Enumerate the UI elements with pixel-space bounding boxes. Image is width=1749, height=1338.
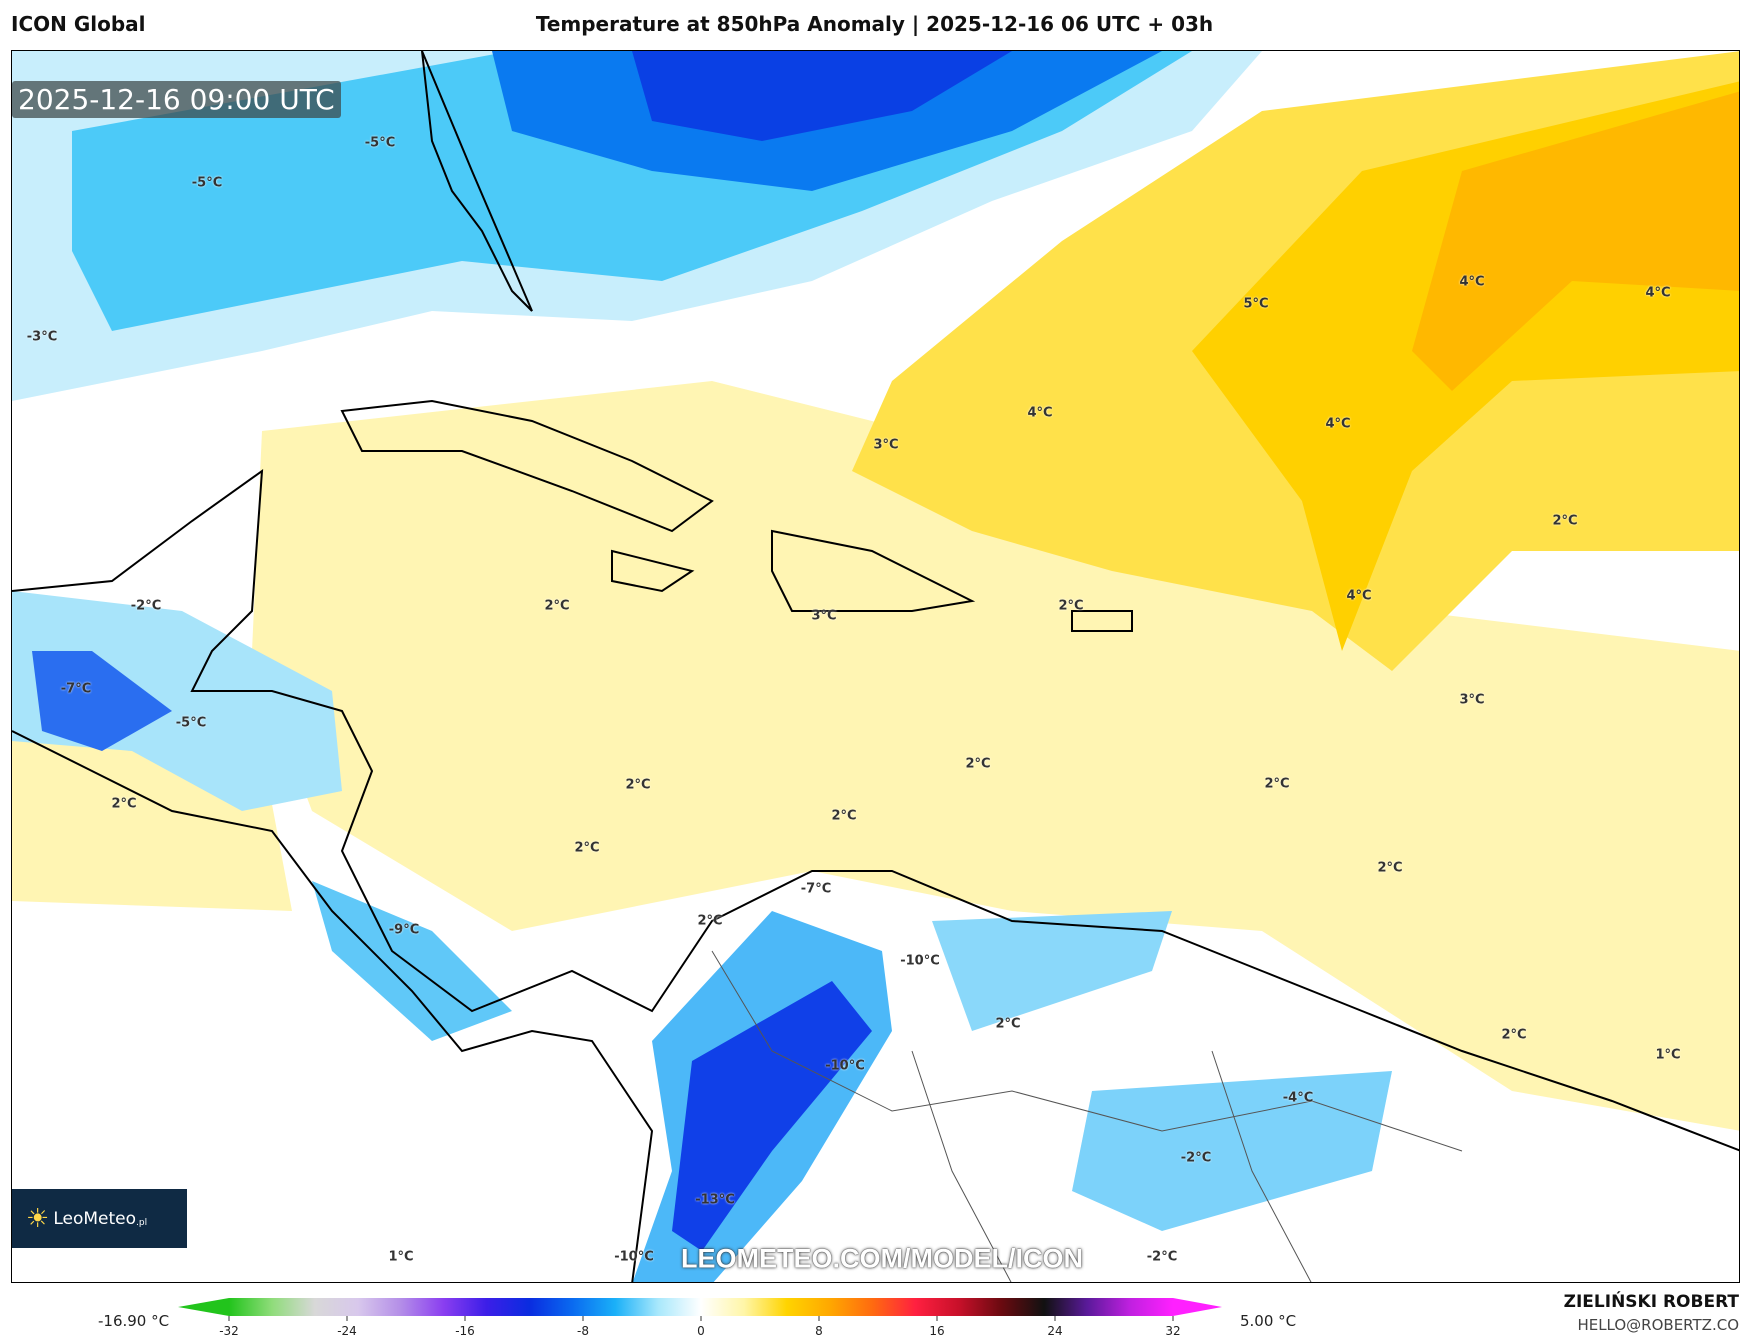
contour-label: -10°C [825, 1058, 865, 1074]
contour-label: 2°C [697, 913, 723, 929]
colorbar-tick-label: -32 [219, 1324, 239, 1338]
contour-label: -2°C [1146, 1249, 1178, 1265]
logo-text: LeoMeteo [53, 1208, 136, 1229]
contour-label: -10°C [614, 1249, 654, 1265]
contour-label: 2°C [1377, 860, 1403, 876]
contour-label: 4°C [1325, 416, 1351, 432]
chart-title: Temperature at 850hPa Anomaly | 2025-12-… [535, 12, 1214, 36]
colorbar-tick-label: -24 [337, 1324, 357, 1338]
contour-label: 2°C [574, 840, 600, 856]
contour-label: 3°C [811, 608, 837, 624]
contour-label: 2°C [1264, 776, 1290, 792]
contour-label: -9°C [388, 922, 420, 938]
colorbar-tick-label: 24 [1047, 1324, 1063, 1338]
contour-label: 2°C [1552, 513, 1578, 529]
contour-label: -3°C [26, 329, 58, 345]
colorbar [178, 1298, 1222, 1321]
contour-label: 4°C [1027, 405, 1053, 421]
contour-label: -13°C [695, 1192, 735, 1208]
contour-label: -2°C [130, 598, 162, 614]
colorbar-max-extension [1173, 1298, 1222, 1316]
contour-label: -5°C [191, 175, 223, 191]
contour-label: 1°C [388, 1249, 414, 1265]
contour-label: 2°C [111, 796, 137, 812]
colorbar-tick-label: 0 [697, 1324, 705, 1338]
author-credit: ZIELIŃSKI ROBERT [1563, 1292, 1739, 1312]
contour-label: -7°C [800, 881, 832, 897]
leometeo-logo[interactable]: ☀ LeoMeteo .pl [12, 1189, 187, 1248]
contour-label: 4°C [1645, 285, 1671, 301]
valid-time-badge: 2025-12-16 09:00 UTC [12, 81, 341, 118]
contour-label: 2°C [625, 777, 651, 793]
colorbar-tick-label: 32 [1165, 1324, 1181, 1338]
anomaly-field [12, 51, 1739, 1282]
colorbar-max-label: 5.00 °C [1240, 1312, 1297, 1330]
contour-label: 2°C [831, 808, 857, 824]
colorbar-gradient [229, 1298, 1173, 1316]
contour-label: -5°C [175, 715, 207, 731]
contour-label: -2°C [1180, 1150, 1212, 1166]
contour-label: 1°C [1655, 1047, 1681, 1063]
contour-label: 2°C [544, 598, 570, 614]
logo-suffix: .pl [136, 1217, 148, 1228]
contour-label: 2°C [965, 756, 991, 772]
contour-label: 5°C [1243, 296, 1269, 312]
colorbar-min-label: -16.90 °C [98, 1312, 170, 1330]
contour-label: 2°C [1058, 598, 1084, 614]
colorbar-tick-label: -16 [455, 1324, 475, 1338]
contour-label: 2°C [995, 1016, 1021, 1032]
contour-label: 3°C [1459, 692, 1485, 708]
colorbar-tick-label: -8 [577, 1324, 589, 1338]
model-name: ICON Global [11, 12, 146, 36]
contour-label: -7°C [60, 681, 92, 697]
contour-label: 4°C [1459, 274, 1485, 290]
watermark: LEOMETEO.COM/MODEL/ICON [681, 1243, 1083, 1274]
colorbar-tick-label: 8 [815, 1324, 823, 1338]
contour-label: 4°C [1346, 588, 1372, 604]
colorbar-tick-label: 16 [929, 1324, 945, 1338]
contour-label: -10°C [900, 953, 940, 969]
sun-icon: ☀ [26, 1203, 50, 1234]
contour-label: -5°C [364, 135, 396, 151]
contour-label: 3°C [873, 437, 899, 453]
contour-label: -4°C [1282, 1090, 1314, 1106]
colorbar-min-extension [178, 1298, 229, 1316]
weather-map[interactable]: 2025-12-16 09:00 UTC -5°C -5°C -3°C -2°C… [11, 50, 1740, 1283]
contour-label: 2°C [1501, 1027, 1527, 1043]
author-email[interactable]: HELLO@ROBERTZ.CO [1577, 1316, 1739, 1334]
